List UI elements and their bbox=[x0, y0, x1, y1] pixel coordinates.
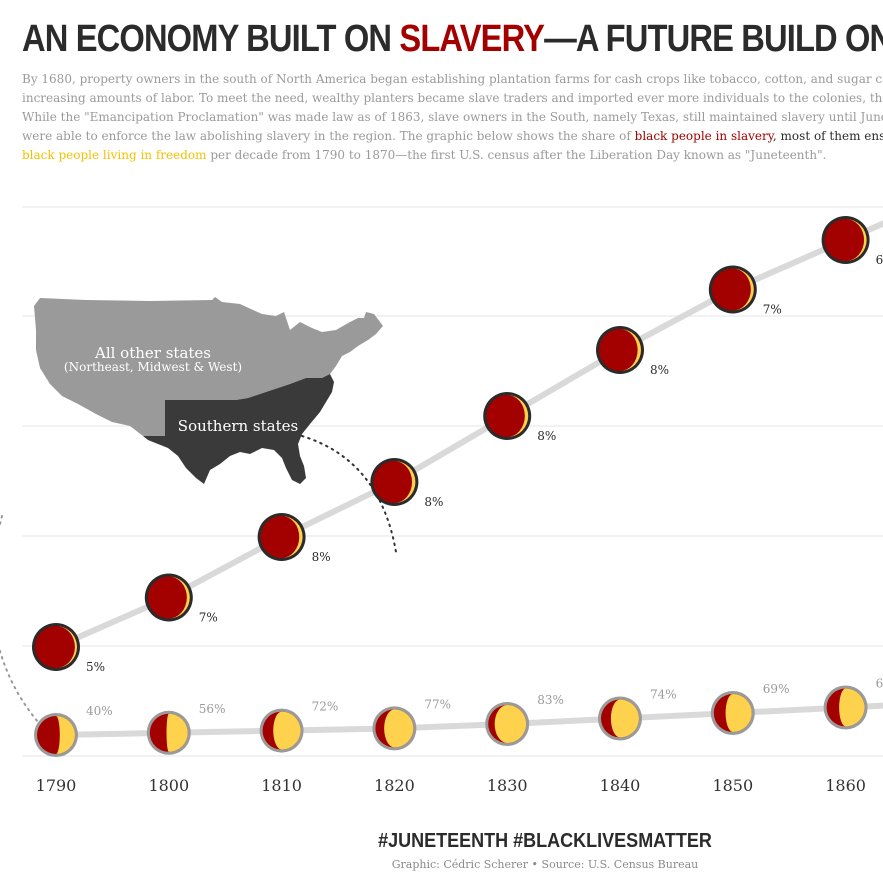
slavery-marker-1800 bbox=[144, 573, 193, 622]
slavery-label-1840: 8% bbox=[650, 363, 669, 377]
chart-title: AN ECONOMY BUILT ON SLAVERY—A FUTURE BUI… bbox=[22, 18, 883, 61]
intro-slavery-highlight: black people in slavery bbox=[634, 129, 773, 143]
intro-line-1: By 1680, property owners in the south of… bbox=[22, 72, 883, 86]
x-axis-ticks: 1790 1800 1810 1820 1830 1840 1850 1860 bbox=[36, 776, 866, 795]
freedom-marker-1820 bbox=[372, 706, 417, 751]
intro-text: By 1680, property owners in the south of… bbox=[22, 70, 883, 165]
intro-line-4-start: were able to enforce the law abolishing … bbox=[22, 129, 635, 143]
slavery-label-1800: 7% bbox=[199, 611, 218, 625]
connector-southern bbox=[301, 435, 397, 553]
freedom-label-1830: 83% bbox=[537, 693, 564, 707]
intro-line-5-end: per decade from 1790 to 1870—the first U… bbox=[206, 148, 827, 162]
title-part-2: —A FUTURE BUILD ON bbox=[544, 18, 883, 60]
intro-line-5: black people living in freedom per decad… bbox=[22, 146, 883, 165]
x-tick-1860: 1860 bbox=[825, 776, 866, 795]
slavery-marker-1860 bbox=[821, 216, 870, 264]
slavery-marker-1840 bbox=[596, 326, 644, 374]
slavery-label-1860: 6 bbox=[876, 253, 883, 267]
x-tick-1810: 1810 bbox=[261, 776, 302, 795]
x-tick-1840: 1840 bbox=[600, 776, 641, 795]
intro-line-2: increasing amounts of labor. To meet the… bbox=[22, 91, 883, 105]
slavery-label-1830: 8% bbox=[537, 429, 556, 443]
x-tick-1850: 1850 bbox=[712, 776, 753, 795]
map-other-states-sublabel: (Northeast, Midwest & West) bbox=[64, 360, 242, 374]
intro-line-4-mid: , most of them enslav bbox=[772, 129, 883, 143]
freedom-marker-1810 bbox=[259, 708, 304, 753]
slavery-label-1810: 8% bbox=[312, 550, 331, 564]
freedom-label-1810: 72% bbox=[312, 700, 339, 714]
connector-other bbox=[0, 515, 39, 723]
freedom-label-1800: 56% bbox=[199, 702, 226, 716]
freedom-marker-1860 bbox=[823, 685, 868, 730]
freedom-label-1790: 40% bbox=[86, 704, 113, 718]
us-map: All other states (Northeast, Midwest & W… bbox=[0, 297, 397, 723]
series-labels: 5% 7% 8% 8% 8% 8% 7% 6 40% 56% 72% 77% 83% 74% 69% 67 bbox=[86, 253, 883, 718]
freedom-label-1840: 74% bbox=[650, 688, 677, 702]
slavery-marker-1830 bbox=[483, 392, 532, 440]
freedom-marker-1830 bbox=[485, 702, 530, 746]
intro-line-3: While the "Emancipation Proclamation" wa… bbox=[22, 110, 883, 124]
freedom-label-1860: 67 bbox=[876, 677, 883, 691]
intro-line-4: were able to enforce the law abolishing … bbox=[22, 127, 883, 146]
freedom-label-1850: 69% bbox=[763, 682, 790, 696]
freedom-marker-1800 bbox=[146, 710, 191, 755]
map-southern-states-label: Southern states bbox=[178, 417, 298, 435]
slavery-marker-1790 bbox=[32, 623, 80, 671]
x-tick-1820: 1820 bbox=[374, 776, 415, 795]
freedom-marker-1790 bbox=[34, 713, 78, 757]
x-tick-1830: 1830 bbox=[487, 776, 528, 795]
series-lines bbox=[53, 220, 883, 738]
x-tick-1800: 1800 bbox=[148, 776, 189, 795]
footer-credit: Graphic: Cédric Scherer • Source: U.S. C… bbox=[391, 858, 699, 871]
title-part-1: AN ECONOMY BUILT ON bbox=[22, 18, 400, 60]
intro-freedom-highlight: black people living in freedom bbox=[22, 148, 207, 162]
footer-hashtags: #JUNETEENTH #BLACKLIVESMATTER bbox=[378, 830, 712, 852]
map-southern-states bbox=[143, 374, 334, 484]
map-other-states bbox=[34, 297, 383, 436]
series-markers bbox=[32, 216, 870, 757]
title-accent: SLAVERY bbox=[399, 18, 545, 60]
slavery-marker-1810 bbox=[257, 513, 306, 561]
map-other-states-label: All other states bbox=[94, 344, 211, 362]
x-tick-1790: 1790 bbox=[36, 776, 77, 795]
slavery-marker-1820 bbox=[370, 458, 419, 506]
freedom-marker-1850 bbox=[710, 691, 755, 735]
slavery-marker-1850 bbox=[708, 265, 757, 314]
slavery-label-1790: 5% bbox=[86, 660, 105, 674]
slavery-label-1850: 7% bbox=[763, 303, 782, 317]
freedom-marker-1840 bbox=[598, 696, 642, 741]
slavery-label-1820: 8% bbox=[424, 495, 443, 509]
freedom-label-1820: 77% bbox=[424, 697, 451, 711]
